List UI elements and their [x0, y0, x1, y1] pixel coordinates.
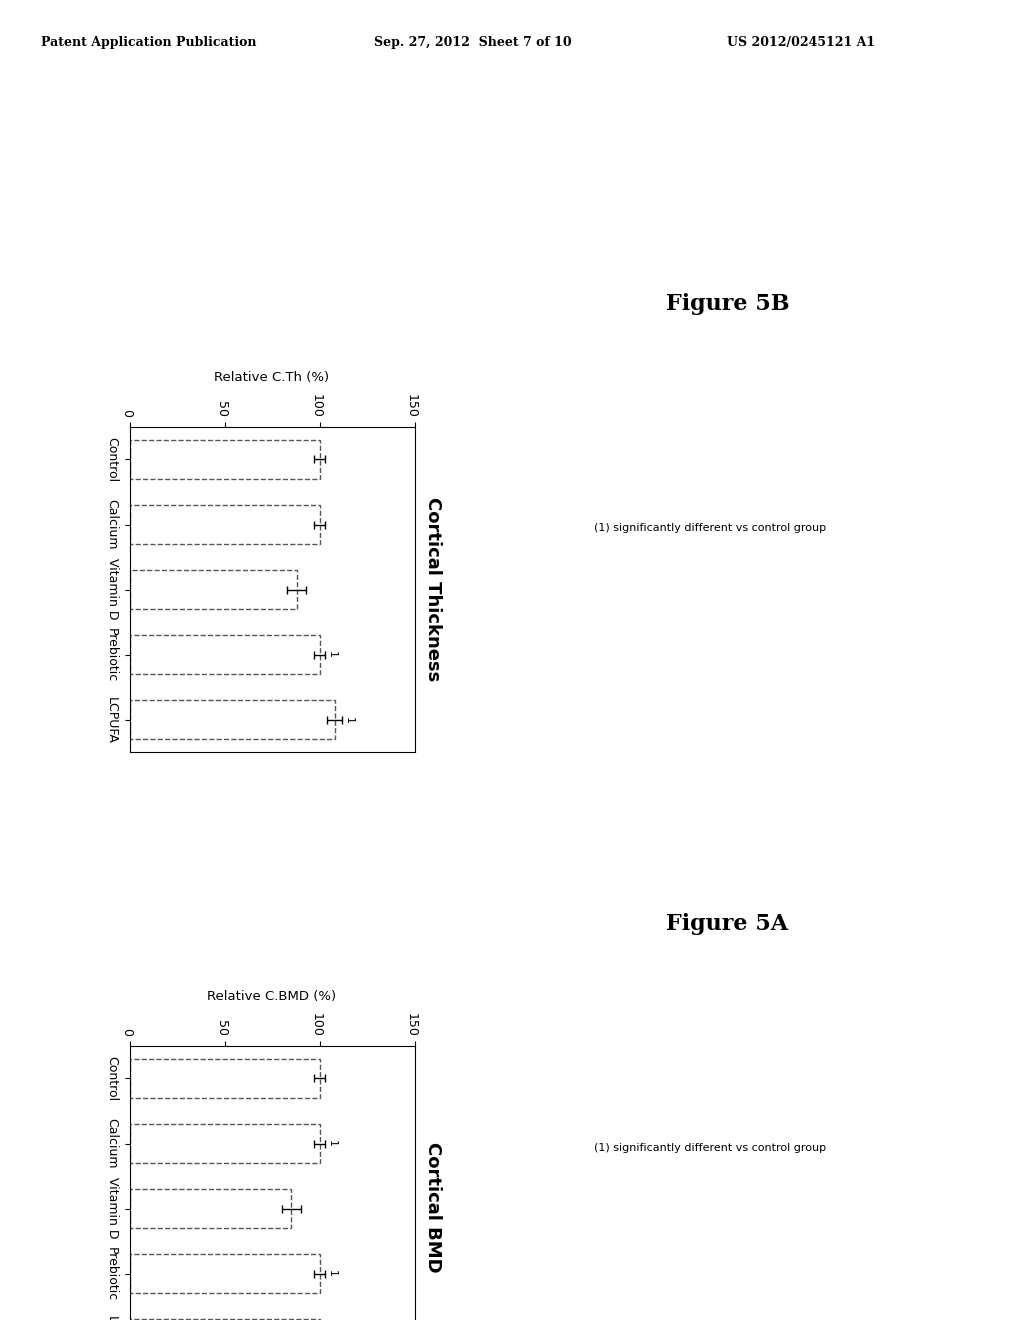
Text: (1) significantly different vs control group: (1) significantly different vs control g… — [594, 1143, 826, 1154]
Text: Sep. 27, 2012  Sheet 7 of 10: Sep. 27, 2012 Sheet 7 of 10 — [374, 36, 571, 49]
Text: US 2012/0245121 A1: US 2012/0245121 A1 — [727, 36, 876, 49]
Text: Patent Application Publication: Patent Application Publication — [41, 36, 256, 49]
Text: (1) significantly different vs control group: (1) significantly different vs control g… — [594, 523, 826, 533]
Text: Figure 5A: Figure 5A — [666, 913, 787, 935]
Text: Figure 5B: Figure 5B — [666, 293, 790, 314]
